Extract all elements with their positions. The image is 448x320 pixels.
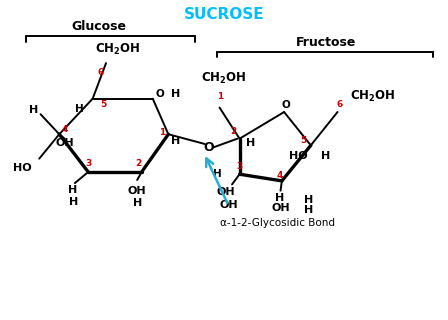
Text: OH: OH (128, 186, 146, 196)
Text: HO: HO (289, 151, 308, 162)
Text: OH: OH (55, 138, 74, 148)
Text: 2: 2 (231, 127, 237, 136)
Text: HO: HO (13, 164, 32, 173)
Text: $\mathregular{CH_2OH}$: $\mathregular{CH_2OH}$ (350, 89, 396, 104)
Text: 4: 4 (276, 171, 283, 180)
Text: Glucose: Glucose (72, 20, 127, 33)
Text: O: O (203, 141, 214, 154)
Text: Fructose: Fructose (296, 36, 357, 49)
Text: H: H (304, 205, 313, 215)
Text: 3: 3 (237, 162, 243, 171)
Text: O: O (155, 89, 164, 99)
Text: H: H (321, 151, 330, 162)
Text: 5: 5 (300, 135, 306, 145)
Text: 1: 1 (159, 127, 166, 137)
Text: 2: 2 (135, 159, 142, 169)
Text: $\mathregular{CH_2OH}$: $\mathregular{CH_2OH}$ (95, 42, 141, 57)
Text: H: H (133, 198, 142, 208)
Text: H: H (304, 195, 313, 204)
Text: OH: OH (219, 200, 238, 210)
Text: H: H (29, 105, 38, 115)
Text: 6: 6 (336, 100, 343, 109)
Text: H: H (75, 104, 84, 114)
Text: 1: 1 (217, 92, 224, 101)
Text: OH: OH (271, 203, 290, 212)
Text: H: H (171, 89, 181, 99)
Text: O: O (281, 100, 290, 110)
Text: H: H (171, 136, 181, 146)
Text: H: H (68, 185, 77, 195)
Text: 5: 5 (100, 100, 106, 109)
Text: SUCROSE: SUCROSE (184, 7, 264, 22)
Text: 4: 4 (61, 125, 68, 134)
Text: H: H (69, 197, 78, 207)
Text: H: H (213, 169, 222, 179)
Text: OH: OH (217, 187, 236, 197)
Text: α-1-2-Glycosidic Bond: α-1-2-Glycosidic Bond (220, 218, 335, 228)
Text: 6: 6 (97, 68, 103, 76)
Text: H: H (275, 193, 284, 203)
Text: 3: 3 (85, 159, 91, 169)
Text: H: H (246, 138, 255, 148)
Text: $\mathregular{CH_2OH}$: $\mathregular{CH_2OH}$ (201, 71, 247, 86)
